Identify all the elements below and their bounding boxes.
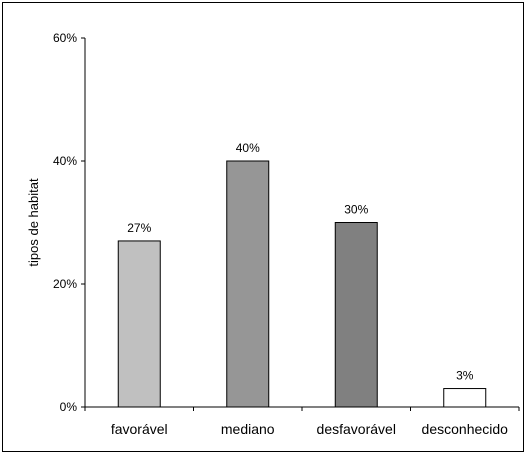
y-tick-label: 20% (53, 277, 77, 291)
y-axis: 0% 20% 40% 60% (53, 31, 86, 414)
x-category-label: favorável (111, 421, 168, 437)
x-category-label: mediano (221, 421, 275, 437)
x-axis: favorável mediano desfavorável desconhecido (84, 406, 520, 437)
bar-3 (334, 222, 378, 408)
y-tick-label: 60% (53, 31, 77, 45)
bar-4 (443, 388, 487, 408)
data-label: 30% (344, 203, 368, 217)
data-label: 40% (236, 141, 260, 155)
data-label: 27% (127, 221, 151, 235)
bars (117, 160, 487, 408)
data-labels: 27% 40% 30% 3% (127, 141, 474, 383)
x-category-label: desconhecido (422, 421, 509, 437)
bar-2 (226, 160, 270, 408)
x-category-label: desfavorável (317, 421, 396, 437)
y-tick-label: 0% (60, 400, 78, 414)
y-axis-title: tipos de habitat (26, 178, 41, 267)
data-label: 3% (456, 369, 474, 383)
y-tick-label: 40% (53, 154, 77, 168)
bar-1 (117, 240, 161, 408)
